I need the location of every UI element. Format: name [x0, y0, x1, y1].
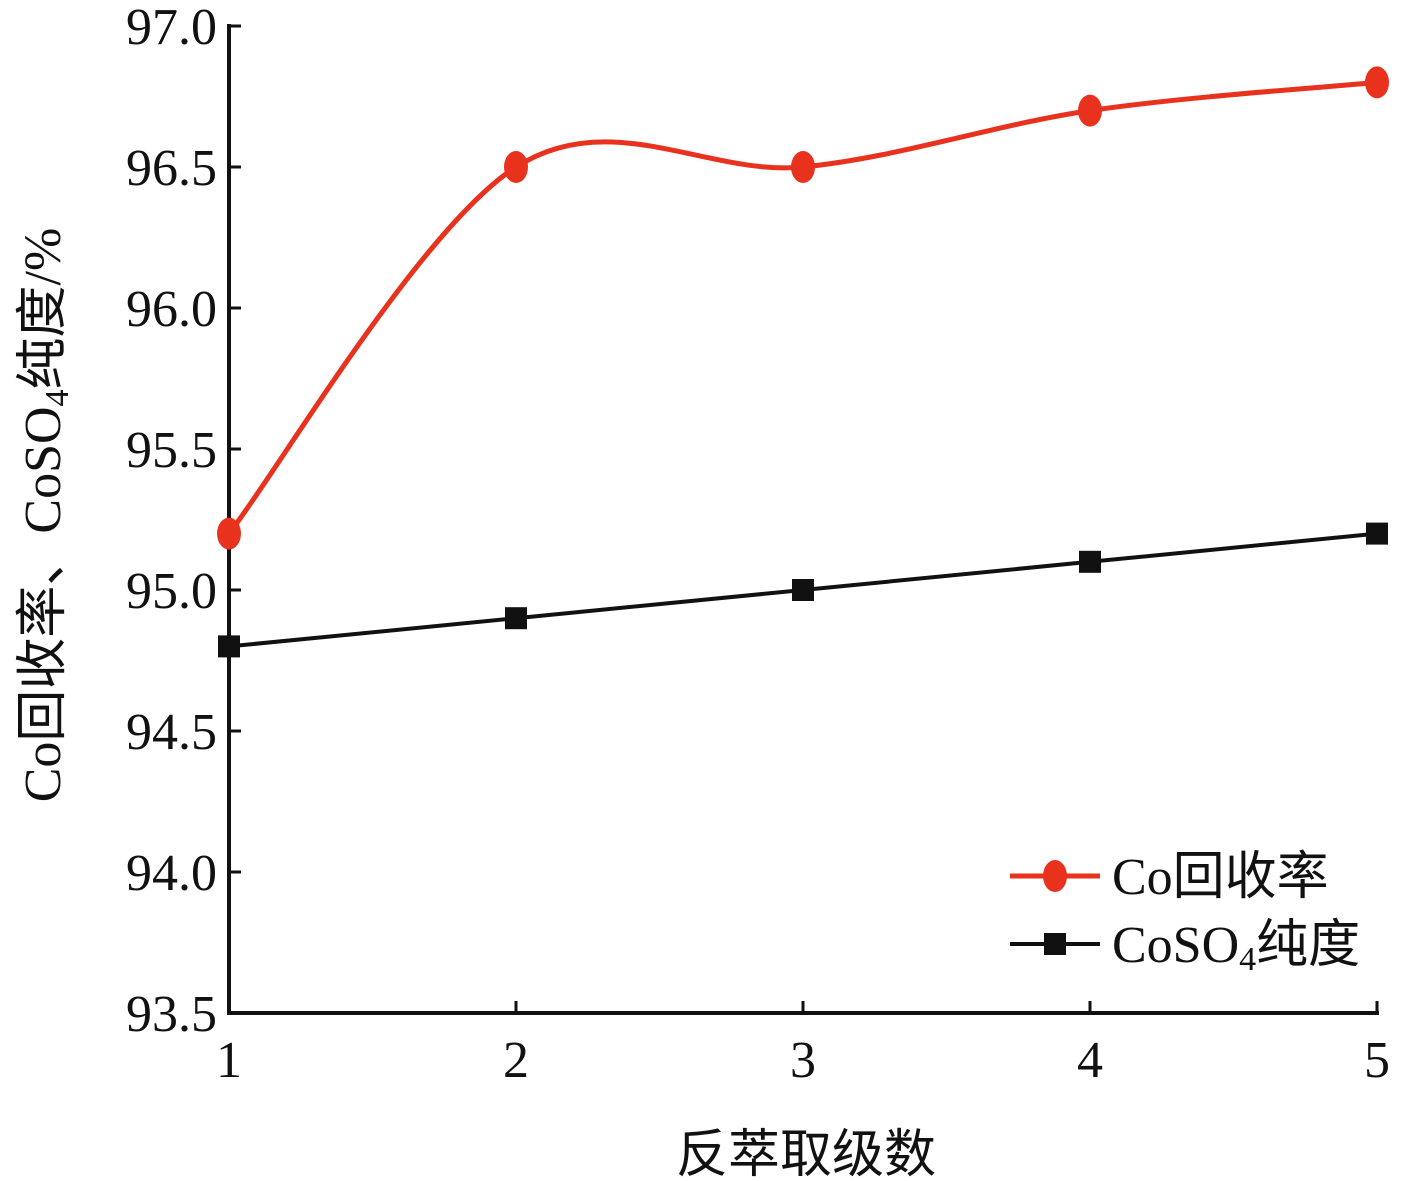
- x-ticks: 1 2 3 4 5: [216, 1001, 1390, 1089]
- x-tick-label: 2: [503, 1032, 529, 1089]
- legend-label: CoSO4纯度: [1112, 917, 1360, 978]
- data-point-1: [217, 517, 241, 550]
- y-tick-label: 94.0: [126, 845, 217, 902]
- y-axis-title: Co回收率、CoSO4纯度/%: [15, 228, 76, 803]
- y-axis-title-subscript: 4: [39, 389, 76, 406]
- legend: Co回收率 CoSO4纯度: [1010, 849, 1360, 978]
- legend-item-1: Co回收率: [1010, 849, 1329, 906]
- x-tick-label: 1: [216, 1032, 242, 1089]
- series-2: [218, 522, 1388, 658]
- y-tick-label: 97.0: [126, 0, 217, 56]
- data-point-2: [792, 579, 814, 601]
- y-tick-label: 94.5: [126, 704, 217, 761]
- data-point-1: [1078, 94, 1102, 127]
- data-point-2: [505, 607, 527, 630]
- series-line-1: [227, 79, 1378, 536]
- y-tick-label: 96.0: [126, 281, 217, 338]
- x-axis-title: 反萃取级数: [676, 1127, 936, 1181]
- y-tick-label: 95.0: [126, 563, 217, 620]
- y-tick-label: 96.5: [126, 140, 217, 197]
- series-layer: [217, 66, 1389, 658]
- x-tick-label: 3: [790, 1032, 816, 1089]
- series-1: [217, 66, 1389, 550]
- legend-label: Co回收率: [1112, 849, 1329, 906]
- data-point-1: [791, 151, 815, 183]
- legend-marker: [1044, 933, 1066, 955]
- data-point-2: [1366, 522, 1388, 545]
- legend-item-2: CoSO4纯度: [1010, 917, 1360, 978]
- data-point-2: [218, 635, 240, 658]
- x-tick-label: 5: [1364, 1032, 1390, 1089]
- data-point-1: [1365, 66, 1389, 99]
- y-ticks: 93.5 94.0 94.5 95.0 95.5 96.0 96.5 97.0: [126, 0, 241, 1043]
- legend-marker: [1043, 860, 1067, 892]
- y-tick-label: 93.5: [126, 986, 217, 1043]
- data-point-1: [504, 151, 528, 183]
- y-axis-title-part1: Co回收率、CoSO: [15, 406, 72, 802]
- y-tick-label: 95.5: [126, 422, 217, 479]
- x-tick-label: 4: [1077, 1032, 1103, 1089]
- y-axis-title-part2: 纯度/%: [15, 228, 72, 390]
- data-point-2: [1079, 550, 1101, 573]
